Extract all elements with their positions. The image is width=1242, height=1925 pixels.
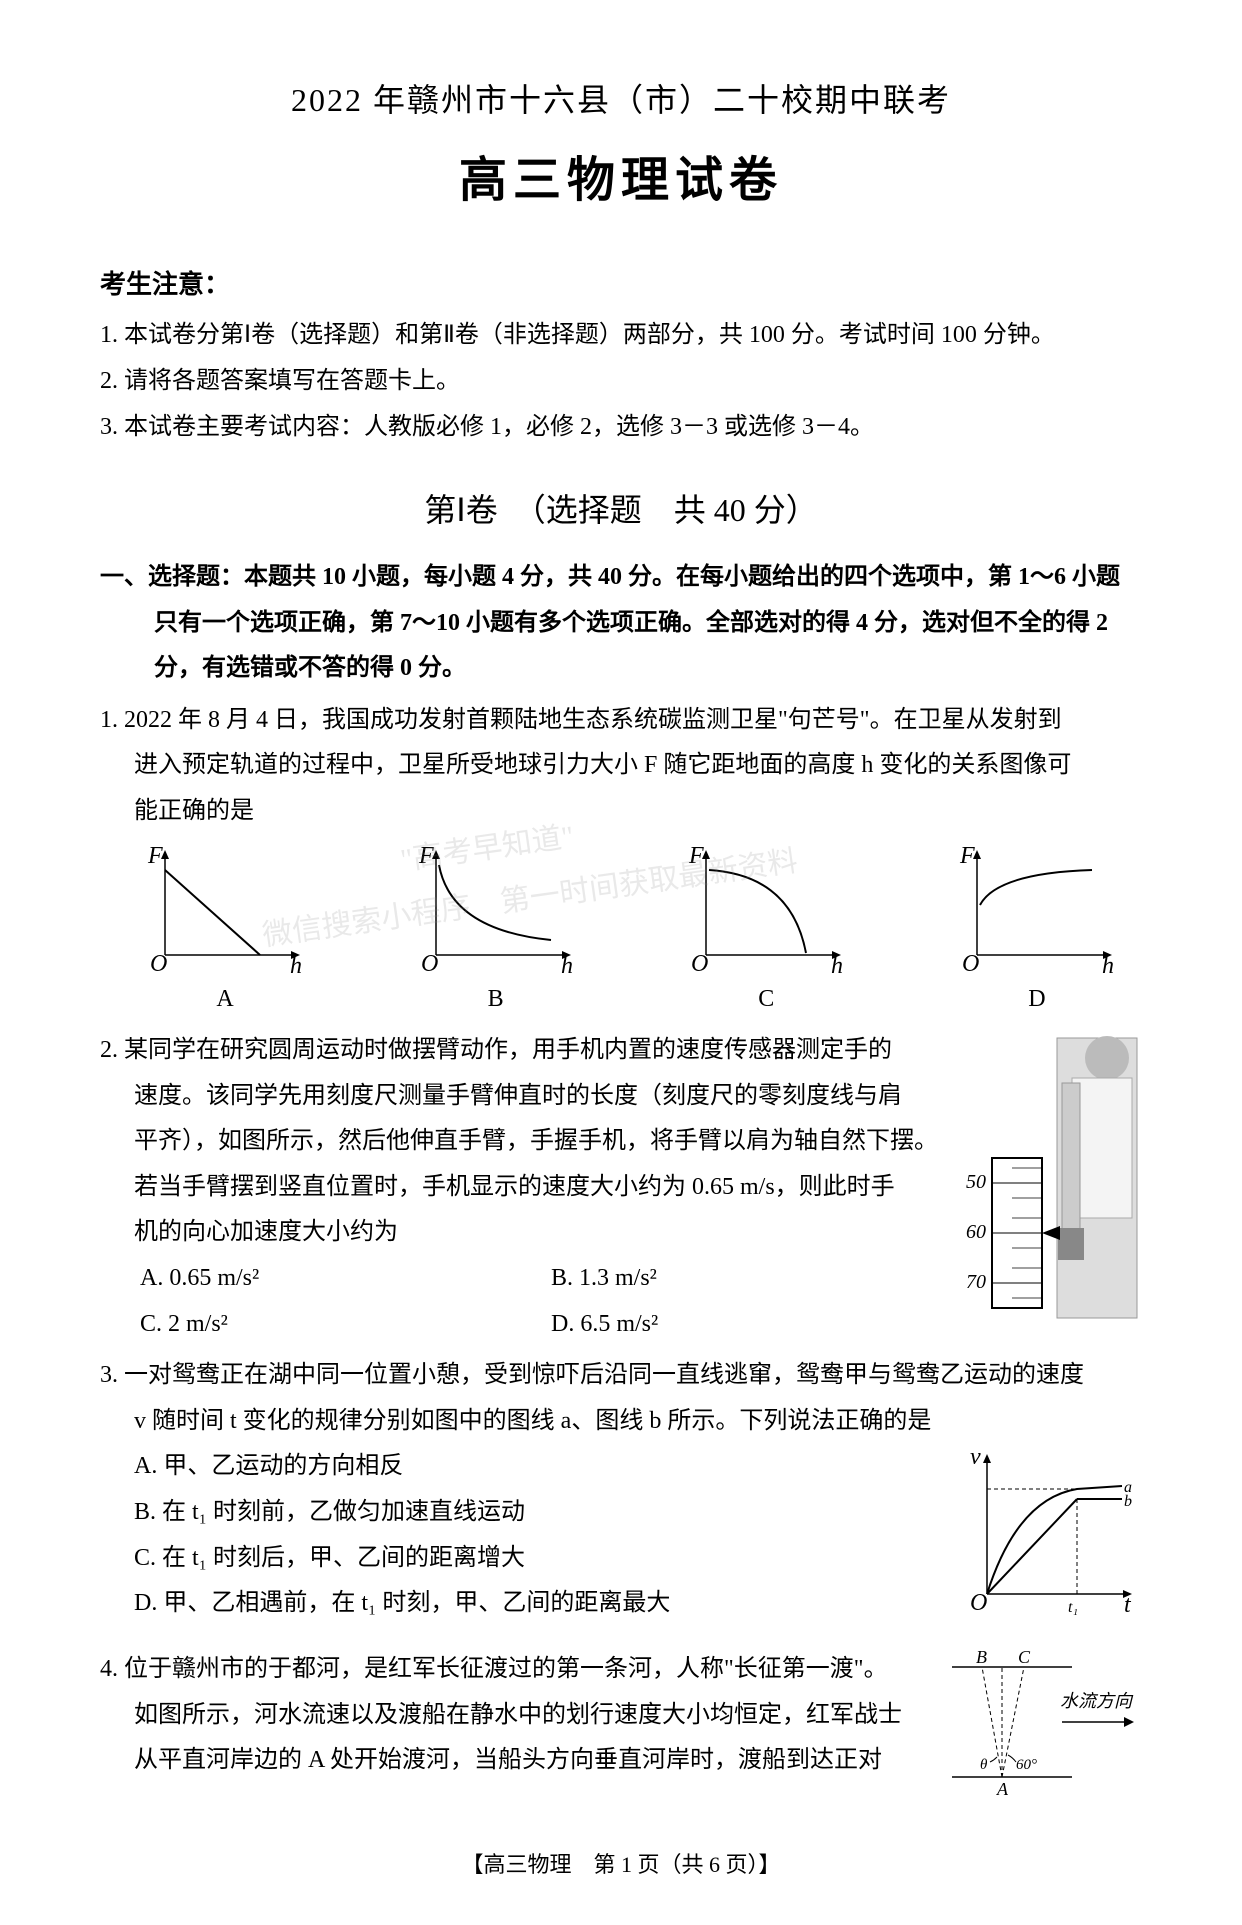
- q1-l2: 进入预定轨道的过程中，卫星所受地球引力大小 F 随它距地面的高度 h 变化的关系…: [100, 743, 1142, 789]
- q2-l5: 机的向心加速度大小约为: [100, 1210, 962, 1256]
- svg-text:t: t: [1124, 1592, 1132, 1618]
- svg-text:h: h: [1102, 953, 1114, 975]
- question-2: 2. 某同学在研究圆周运动时做摆臂动作，用手机内置的速度传感器测定手的 速度。该…: [100, 1028, 1142, 1347]
- q1-graph-B: F h O: [411, 845, 581, 975]
- svg-text:h: h: [561, 953, 573, 975]
- svg-text:B: B: [976, 1647, 987, 1667]
- svg-text:θ: θ: [980, 1757, 988, 1773]
- q3-opt-A: A. 甲、乙运动的方向相反: [100, 1444, 962, 1490]
- q2-opt-C: C. 2 m/s²: [140, 1302, 551, 1348]
- svg-text:60°: 60°: [1016, 1757, 1037, 1773]
- svg-text:60: 60: [966, 1221, 986, 1243]
- q3-opt-C: C. 在 t₁ 时刻后，甲、乙间的距离增大: [100, 1536, 962, 1582]
- page-footer: 【高三物理 第 1 页（共 6 页）】: [100, 1844, 1142, 1886]
- q3-l1: 3. 一对鸳鸯正在湖中同一位置小憩，受到惊吓后沿同一直线逃窜，鸳鸯甲与鸳鸯乙运动…: [100, 1353, 1142, 1399]
- q2-l4: 若当手臂摆到竖直位置时，手机显示的速度大小约为 0.65 m/s，则此时手: [100, 1165, 962, 1211]
- q2-figure: 50 60 70: [962, 1028, 1142, 1347]
- q1-l1: 1. 2022 年 8 月 4 日，我国成功发射首颗陆地生态系统碳监测卫星"句芒…: [100, 698, 1142, 744]
- q4-diagram: A B C θ 60° 水流方向: [942, 1647, 1142, 1814]
- svg-text:O: O: [691, 951, 708, 975]
- q2-opt-A: A. 0.65 m/s²: [140, 1256, 551, 1302]
- q1-label-A: A: [140, 977, 310, 1023]
- q2-opt-D: D. 6.5 m/s²: [551, 1302, 962, 1348]
- q2-l1: 2. 某同学在研究圆周运动时做摆臂动作，用手机内置的速度传感器测定手的: [100, 1028, 962, 1074]
- q1-option-D: F h O D: [952, 845, 1122, 1023]
- svg-text:A: A: [996, 1779, 1009, 1797]
- svg-text:v: v: [970, 1444, 981, 1470]
- q1-l3: 能正确的是: [100, 789, 1142, 835]
- q1-graph-D: F h O: [952, 845, 1122, 975]
- q1-graph-C: F h O: [681, 845, 851, 975]
- q1-label-C: C: [681, 977, 851, 1023]
- svg-text:70: 70: [966, 1271, 986, 1293]
- svg-text:水流方向: 水流方向: [1060, 1691, 1134, 1711]
- svg-text:b: b: [1124, 1493, 1132, 1510]
- q1-option-C: F h O C: [681, 845, 851, 1023]
- q2-l3: 平齐），如图所示，然后他伸直手臂，手握手机，将手臂以肩为轴自然下摆。: [100, 1119, 962, 1165]
- notice-item-1: 1. 本试卷分第Ⅰ卷（选择题）和第Ⅱ卷（非选择题）两部分，共 100 分。考试时…: [100, 313, 1142, 359]
- instr-l2: 只有一个选项正确，第 7～10 小题有多个选项正确。全部选对的得 4 分，选对但…: [100, 601, 1142, 647]
- svg-text:F: F: [688, 845, 704, 869]
- svg-text:C: C: [1018, 1647, 1031, 1667]
- section-1-title: 第Ⅰ卷 （选择题 共 40 分）: [100, 480, 1142, 541]
- question-1: 1. 2022 年 8 月 4 日，我国成功发射首颗陆地生态系统碳监测卫星"句芒…: [100, 698, 1142, 1022]
- question-3: 3. 一对鸳鸯正在湖中同一位置小憩，受到惊吓后沿同一直线逃窜，鸳鸯甲与鸳鸯乙运动…: [100, 1353, 1142, 1641]
- svg-text:F: F: [959, 845, 975, 869]
- q3-opt-B: B. 在 t₁ 时刻前，乙做匀加速直线运动: [100, 1490, 962, 1536]
- q3-graph: v t O a b t₁: [962, 1444, 1142, 1641]
- svg-text:F: F: [418, 845, 434, 869]
- instr-l1: 一、选择题：本题共 10 小题，每小题 4 分，共 40 分。在每小题给出的四个…: [100, 555, 1142, 601]
- notice-item-2: 2. 请将各题答案填写在答题卡上。: [100, 359, 1142, 405]
- svg-text:t₁: t₁: [1068, 1599, 1078, 1616]
- q2-options: A. 0.65 m/s² B. 1.3 m/s² C. 2 m/s² D. 6.…: [140, 1256, 962, 1347]
- q4-l1: 4. 位于赣州市的于都河，是红军长征渡过的第一条河，人称"长征第一渡"。: [100, 1647, 942, 1693]
- notice-item-3: 3. 本试卷主要考试内容：人教版必修 1，必修 2，选修 3－3 或选修 3－4…: [100, 405, 1142, 451]
- q4-l3: 从平直河岸边的 A 处开始渡河，当船头方向垂直河岸时，渡船到达正对: [100, 1738, 942, 1784]
- q1-graph-A: F h O: [140, 845, 310, 975]
- q1-option-B: F h O B: [411, 845, 581, 1023]
- question-4: 4. 位于赣州市的于都河，是红军长征渡过的第一条河，人称"长征第一渡"。 如图所…: [100, 1647, 1142, 1814]
- exam-title: 高三物理试卷: [100, 135, 1142, 226]
- q3-l2: v 随时间 t 变化的规律分别如图中的图线 a、图线 b 所示。下列说法正确的是: [100, 1399, 1142, 1445]
- q1-graphs-row: F h O A F h O: [140, 845, 1122, 1023]
- notice-title: 考生注意：: [100, 260, 1142, 309]
- q1-label-B: B: [411, 977, 581, 1023]
- svg-text:O: O: [421, 951, 438, 975]
- q3-opt-D: D. 甲、乙相遇前，在 t₁ 时刻，甲、乙间的距离最大: [100, 1581, 962, 1627]
- q4-l2: 如图所示，河水流速以及渡船在静水中的划行速度大小均恒定，红军战士: [100, 1693, 942, 1739]
- svg-text:F: F: [147, 845, 163, 869]
- svg-text:h: h: [290, 953, 302, 975]
- svg-text:O: O: [962, 951, 979, 975]
- svg-text:50: 50: [966, 1171, 986, 1193]
- q1-label-D: D: [952, 977, 1122, 1023]
- q1-option-A: F h O A: [140, 845, 310, 1023]
- mc-instructions: 一、选择题：本题共 10 小题，每小题 4 分，共 40 分。在每小题给出的四个…: [100, 555, 1142, 692]
- svg-text:h: h: [831, 953, 843, 975]
- svg-text:O: O: [150, 951, 167, 975]
- svg-text:O: O: [970, 1590, 987, 1616]
- q2-l2: 速度。该同学先用刻度尺测量手臂伸直时的长度（刻度尺的零刻度线与肩: [100, 1074, 962, 1120]
- q2-opt-B: B. 1.3 m/s²: [551, 1256, 962, 1302]
- instr-l3: 分，有选错或不答的得 0 分。: [100, 646, 1142, 692]
- exam-header-line1: 2022 年赣州市十六县（市）二十校期中联考: [100, 70, 1142, 131]
